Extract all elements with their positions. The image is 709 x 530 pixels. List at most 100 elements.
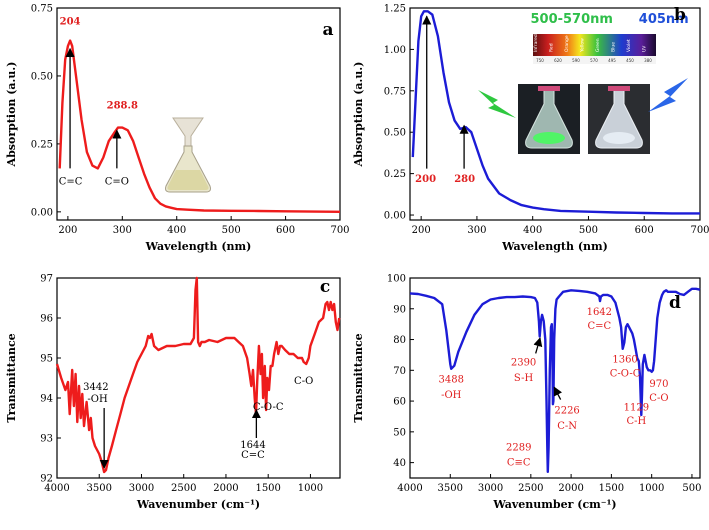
spectrum-tick-label: 570 xyxy=(590,58,598,63)
x-tick-label: 700 xyxy=(690,225,709,236)
y-tick-label: 40 xyxy=(393,458,406,469)
x-tick-label: 600 xyxy=(276,225,295,236)
spectrum-band-label: Green xyxy=(595,38,601,52)
y-tick-label: 92 xyxy=(40,474,53,485)
panel-letter: a xyxy=(322,20,333,40)
annotation-label: C-O-C xyxy=(253,402,284,413)
y-tick-label: 0.75 xyxy=(384,86,406,97)
panel-letter: d xyxy=(669,293,681,313)
x-tick-label: 4000 xyxy=(44,483,69,494)
annotation-label: C=C xyxy=(241,450,265,461)
green-light-bolt-icon xyxy=(478,90,516,118)
spectrum-tick-label: 380 xyxy=(644,58,652,63)
x-axis-title: Wavenumber (cm⁻¹) xyxy=(136,498,260,511)
x-tick-label: 3500 xyxy=(87,483,112,494)
y-axis-title: Absorption (a.u.) xyxy=(5,62,18,168)
spectrum-band-label: Blue xyxy=(611,42,617,52)
plot-frame xyxy=(409,7,701,221)
x-tick-label: 300 xyxy=(113,225,132,236)
y-tick-label: 96 xyxy=(40,314,53,325)
y-tick-label: 50 xyxy=(393,427,406,438)
spectrum-band-label: Infrared xyxy=(533,34,539,52)
series-line-c xyxy=(55,276,341,474)
blue-light-bolt-icon xyxy=(648,78,688,112)
y-tick-label: 60 xyxy=(393,397,406,408)
spectrum-band-label: Yellow xyxy=(580,38,586,53)
y-tick-label: 94 xyxy=(40,394,53,405)
x-tick-label: 1000 xyxy=(639,483,664,494)
x-axis-title: Wavelength (nm) xyxy=(501,240,608,253)
y-axis-title: Transmittance xyxy=(352,333,365,422)
annotation-label: 280 xyxy=(454,174,475,185)
chart-panel-c: 4000 3500 3000 2500 2000 1500 1000 92 93 94 95 96 97… xyxy=(5,274,341,511)
y-tick-label: 70 xyxy=(393,366,406,377)
y-tick-label: 90 xyxy=(393,304,406,315)
spectrum-band-label: Orange xyxy=(564,35,570,52)
annotation-label: -OH xyxy=(441,390,462,401)
y-tick-label: 97 xyxy=(40,274,53,285)
x-tick-label: 1500 xyxy=(599,483,624,494)
x-tick-label: 2500 xyxy=(518,483,543,494)
light-exposure-inset: Infrared Red Orange Yellow Green Blue Violet UV… xyxy=(478,34,688,154)
y-tick-label: 0.25 xyxy=(384,169,406,180)
y-tick-label: 0.00 xyxy=(31,207,53,218)
x-tick-label: 300 xyxy=(467,225,486,236)
spectrum-band-label: Violet xyxy=(626,39,632,52)
annotation-label: 1642 xyxy=(587,307,612,318)
spectrum-strip xyxy=(533,34,656,56)
spectrum-tick-label: 620 xyxy=(554,58,562,63)
annotation-label: 288.8 xyxy=(107,101,138,112)
annotation-label: C-O-C xyxy=(610,368,641,379)
annotation-arrow xyxy=(553,386,563,400)
plot-frame xyxy=(409,277,701,479)
annotation-label: 405nm xyxy=(639,12,689,27)
y-tick-label: 95 xyxy=(40,354,53,365)
spectrum-tick-label: 590 xyxy=(572,58,580,63)
annotation-label: C≡C xyxy=(507,458,531,469)
x-tick-label: 700 xyxy=(330,225,349,236)
spectrum-band-label: Red xyxy=(549,43,555,52)
annotation-label: C=O xyxy=(105,177,129,188)
x-tick-label: 500 xyxy=(682,483,701,494)
annotation-label: 200 xyxy=(415,174,436,185)
spectrum-scale xyxy=(533,56,656,64)
y-tick-label: 0.50 xyxy=(31,71,53,82)
y-tick-label: 80 xyxy=(393,335,406,346)
spectrum-tick-label: 750 xyxy=(536,58,544,63)
x-tick-label: 200 xyxy=(58,225,77,236)
y-tick-label: 0.75 xyxy=(31,4,53,15)
x-tick-label: 2000 xyxy=(558,483,583,494)
y-tick-label: 0.50 xyxy=(384,128,406,139)
y-tick-label: 100 xyxy=(387,274,406,285)
plot-frame xyxy=(56,277,341,479)
annotation-label: 3488 xyxy=(439,375,464,386)
x-tick-label: 3500 xyxy=(438,483,463,494)
annotation-label: 2226 xyxy=(554,405,579,416)
x-tick-label: 600 xyxy=(635,225,654,236)
annotation-label: 2390 xyxy=(511,358,536,369)
x-tick-label: 4000 xyxy=(397,483,422,494)
chart-panel-b: 200 300 400 500 600 700 0.00 0.25 0.50 0.75 1.00 1.… xyxy=(352,4,709,254)
annotation-label: 1644 xyxy=(240,440,265,451)
annotation-label: C-H xyxy=(626,416,646,427)
y-tick-label: 0.00 xyxy=(384,211,406,222)
spectrum-tick-label: 495 xyxy=(608,58,616,63)
x-tick-label: 3000 xyxy=(129,483,154,494)
x-tick-label: 400 xyxy=(167,225,186,236)
chart-panel-a: 200 300 400 500 600 700 0.00 0.25 0.50 0.75 Wavele… xyxy=(5,4,350,254)
annotation-label: -OH xyxy=(87,394,108,405)
x-tick-label: 2500 xyxy=(171,483,196,494)
annotation-label: C=C xyxy=(587,321,611,332)
x-axis-title: Wavenumber (cm⁻¹) xyxy=(492,498,616,511)
x-tick-label: 2000 xyxy=(213,483,238,494)
annotation-label: 1360 xyxy=(612,355,637,366)
x-tick-label: 3000 xyxy=(478,483,503,494)
y-tick-label: 0.25 xyxy=(31,139,53,150)
y-axis-title: Transmittance xyxy=(5,333,18,422)
annotation-label: C-O xyxy=(294,376,313,387)
x-tick-label: 500 xyxy=(222,225,241,236)
x-tick-label: 1500 xyxy=(255,483,280,494)
annotation-label: 204 xyxy=(60,16,81,27)
y-tick-label: 1.25 xyxy=(384,4,406,15)
